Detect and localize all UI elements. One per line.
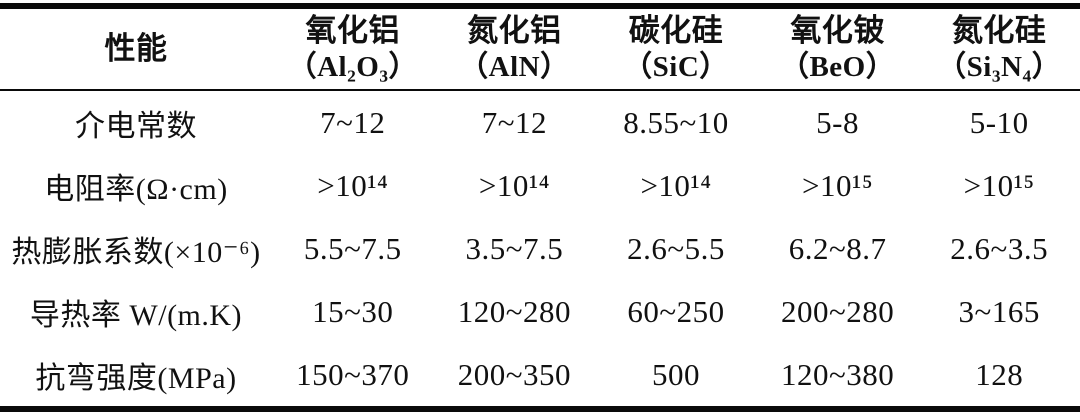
row-label-cell: 抗弯强度(MPa) xyxy=(35,361,237,395)
row-label-cell: 电阻率(Ω·cm) xyxy=(44,172,228,206)
table-row: 导热率 W/(m.K) 15~30 120~280 60~250 200~280… xyxy=(0,280,1080,343)
material-name: 氧化铍 xyxy=(790,13,885,49)
value-cell: 6.2~8.7 xyxy=(788,230,887,266)
value-cell: 3~165 xyxy=(958,293,1040,329)
table-row: 电阻率(Ω·cm) >10¹⁴ >10¹⁴ >10¹⁴ >10¹⁵ >10¹⁵ xyxy=(0,154,1080,217)
value-cell: 3.5~7.5 xyxy=(465,230,564,266)
table-row: 抗弯强度(MPa) 150~370 200~350 500 120~380 12… xyxy=(0,343,1080,406)
header-cell-material: 氧化铝 （Al₂O₃） xyxy=(272,12,434,85)
value-cell: 5-8 xyxy=(816,104,859,140)
value-cell: >10¹⁵ xyxy=(802,167,874,203)
material-formula: （SiC） xyxy=(623,51,729,84)
value-cell: >10¹⁵ xyxy=(963,167,1035,203)
value-cell: >10¹⁴ xyxy=(317,167,389,203)
header-cell-property: 性能 xyxy=(104,31,168,67)
value-cell: 200~280 xyxy=(780,293,895,329)
header-cell-material: 氮化铝 （AlN） xyxy=(434,12,596,85)
material-name: 碳化硅 xyxy=(628,13,724,49)
material-name: 氮化硅 xyxy=(951,13,1047,49)
value-cell: 500 xyxy=(651,356,700,392)
material-formula: （Al₂O₃） xyxy=(287,51,419,84)
value-cell: 120~380 xyxy=(780,356,895,392)
value-cell: 8.55~10 xyxy=(623,104,729,140)
header-cell-material: 氮化硅 （Si₃N₄） xyxy=(918,12,1080,85)
header-cell-material: 氧化铍 （BeO） xyxy=(757,12,919,85)
value-cell: 150~370 xyxy=(296,356,410,392)
value-cell: 5.5~7.5 xyxy=(303,230,402,266)
row-label-cell: 导热率 W/(m.K) xyxy=(29,298,243,332)
table-row: 热膨胀系数(×10⁻⁶) 5.5~7.5 3.5~7.5 2.6~5.5 6.2… xyxy=(0,217,1080,280)
value-cell: 200~350 xyxy=(457,356,572,392)
ceramic-properties-table: 性能 氧化铝 （Al₂O₃） 氮化铝 （AlN） 碳化硅 （SiC） 氧化铍 （… xyxy=(0,3,1080,412)
value-cell: 2.6~5.5 xyxy=(627,230,725,266)
material-formula: （Si₃N₄） xyxy=(937,51,1062,84)
value-cell: 120~280 xyxy=(457,293,572,329)
value-cell: 15~30 xyxy=(312,293,394,329)
value-cell: 5-10 xyxy=(969,104,1029,140)
value-cell: 128 xyxy=(975,356,1024,392)
value-cell: 2.6~3.5 xyxy=(950,230,1049,266)
value-cell: 60~250 xyxy=(627,293,725,329)
table-row: 介电常数 7~12 7~12 8.55~10 5-8 5-10 xyxy=(0,91,1080,154)
row-label-cell: 热膨胀系数(×10⁻⁶) xyxy=(11,235,261,269)
value-cell: 7~12 xyxy=(481,104,548,140)
table-header-row: 性能 氧化铝 （Al₂O₃） 氮化铝 （AlN） 碳化硅 （SiC） 氧化铍 （… xyxy=(0,9,1080,91)
value-cell: >10¹⁴ xyxy=(478,167,550,203)
value-cell: 7~12 xyxy=(320,104,386,140)
material-formula: （AlN） xyxy=(459,51,570,84)
row-label-cell: 介电常数 xyxy=(75,109,197,143)
material-formula: （BeO） xyxy=(779,51,896,84)
material-name: 氮化铝 xyxy=(467,13,562,49)
header-cell-material: 碳化硅 （SiC） xyxy=(595,12,757,85)
material-name: 氧化铝 xyxy=(305,13,401,49)
value-cell: >10¹⁴ xyxy=(640,167,712,203)
